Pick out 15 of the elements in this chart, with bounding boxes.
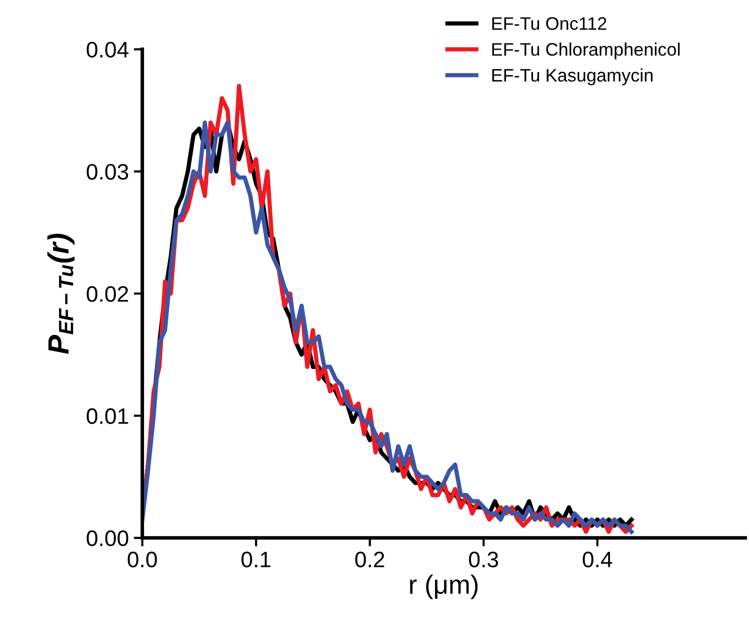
y-tick-label: 0.00	[86, 530, 128, 546]
legend-label: EF-Tu Chloramphenicol	[492, 42, 680, 60]
y-tick-label: 0.02	[86, 286, 128, 302]
y-tick-label: 0.01	[86, 408, 128, 424]
y-axis-title: P$_{EF−Tu}$(r)	[47, 234, 75, 354]
y-tick-label: 0.04	[86, 42, 128, 58]
x-tick-label: 0.2	[355, 552, 384, 568]
legend-label: EF-Tu Onc112	[492, 17, 606, 30]
x-tick-label: 0.0	[128, 552, 157, 568]
legend-label: EF-Tu Kasugamycin	[492, 68, 653, 86]
x-tick-label: 0.4	[582, 552, 612, 568]
x-tick-label: 0.3	[469, 552, 498, 568]
y-tick-label: 0.03	[86, 164, 128, 180]
x-axis-title: r (μm)	[410, 574, 478, 600]
x-tick-label: 0.1	[241, 552, 270, 568]
